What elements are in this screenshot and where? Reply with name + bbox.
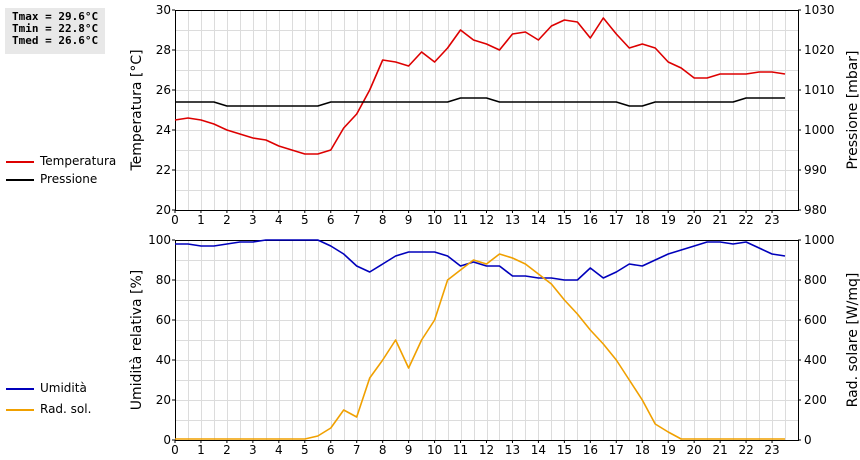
y-left-tick-label: 26 [156, 83, 171, 97]
y-right-tick-label: 600 [804, 313, 827, 327]
y-right-tick-label: 400 [804, 353, 827, 367]
y-left-tick-label: 60 [156, 313, 171, 327]
x-tick-label: 1 [197, 443, 205, 457]
x-tick-label: 23 [764, 213, 779, 227]
x-tick-label: 15 [557, 443, 572, 457]
y-left-tick-label: 40 [156, 353, 171, 367]
y-left-axis-title: Temperatura [°C] [129, 49, 145, 171]
x-tick-label: 21 [712, 443, 727, 457]
x-tick-label: 13 [505, 213, 520, 227]
series-line-pressione [175, 97, 785, 107]
y-right-tick-label: 1020 [804, 43, 835, 57]
x-tick-label: 15 [557, 213, 572, 227]
x-tick-label: 22 [738, 213, 753, 227]
y-right-tick-label: 1000 [804, 123, 835, 137]
x-tick-label: 21 [712, 213, 727, 227]
x-tick-label: 6 [327, 213, 335, 227]
x-tick-label: 17 [609, 213, 624, 227]
x-tick-label: 18 [635, 443, 650, 457]
legend-label-temperatura: Temperatura [40, 154, 117, 168]
y-right-tick-label: 1030 [804, 3, 835, 17]
x-tick-label: 16 [583, 443, 598, 457]
y-left-axis-title: Umidità relativa [%] [129, 270, 145, 411]
chart-panel-1: 0 1 2 3 4 5 6 7 8 9 10 11 12 13 14 15 16 17 18 19 20 21 22 2302… [129, 233, 860, 457]
x-tick-label: 11 [453, 443, 468, 457]
x-tick-label: 18 [635, 213, 650, 227]
x-tick-label: 10 [427, 443, 442, 457]
x-tick-label: 16 [583, 213, 598, 227]
x-tick-label: 8 [379, 213, 387, 227]
stats-tmax: Tmax = 29.6°C [12, 10, 99, 23]
x-tick-label: 3 [249, 443, 257, 457]
legend-swatch-rad-sol [6, 409, 34, 411]
y-right-tick-label: 800 [804, 273, 827, 287]
x-tick-label: 2 [223, 443, 231, 457]
y-left-tick-label: 24 [156, 123, 171, 137]
legend-swatch-umidita [6, 388, 34, 390]
legend-swatch-pressione [6, 179, 34, 181]
x-tick-label: 17 [609, 443, 624, 457]
x-tick-label: 14 [531, 443, 546, 457]
x-tick-label: 12 [479, 213, 494, 227]
x-tick-label: 0 [171, 213, 179, 227]
x-tick-label: 19 [661, 443, 676, 457]
x-tick-label: 22 [738, 443, 753, 457]
y-right-tick-label: 0 [804, 433, 812, 447]
x-tick-label: 19 [661, 213, 676, 227]
x-tick-label: 23 [764, 443, 779, 457]
series-line-umidit [175, 239, 786, 281]
x-tick-label: 4 [275, 443, 283, 457]
x-tick-label: 8 [379, 443, 387, 457]
legend-label-pressione: Pressione [40, 172, 98, 186]
legend-label-umidita: Umidità [40, 381, 87, 395]
series-line-rad-sol [175, 253, 785, 440]
x-tick-label: 9 [405, 443, 413, 457]
stats-tmin: Tmin = 22.8°C [12, 22, 99, 35]
y-right-tick-label: 980 [804, 203, 827, 217]
x-tick-label: 0 [171, 443, 179, 457]
y-right-tick-label: 990 [804, 163, 827, 177]
x-tick-label: 12 [479, 443, 494, 457]
legend-swatch-temperatura [6, 161, 34, 163]
x-tick-label: 20 [687, 443, 702, 457]
stats-tmed: Tmed = 26.6°C [12, 34, 99, 47]
y-left-tick-label: 100 [148, 233, 171, 247]
y-right-tick-label: 1000 [804, 233, 835, 247]
x-tick-label: 5 [301, 443, 309, 457]
y-left-tick-label: 80 [156, 273, 171, 287]
y-left-tick-label: 20 [156, 203, 171, 217]
x-tick-label: 2 [223, 213, 231, 227]
x-tick-label: 6 [327, 443, 335, 457]
x-tick-label: 9 [405, 213, 413, 227]
series-line-temperatura [174, 17, 786, 155]
y-right-axis-title: Pressione [mbar] [845, 50, 860, 169]
y-left-tick-label: 30 [156, 3, 171, 17]
y-left-tick-label: 20 [156, 393, 171, 407]
x-tick-label: 11 [453, 213, 468, 227]
x-tick-label: 5 [301, 213, 309, 227]
y-left-tick-label: 22 [156, 163, 171, 177]
y-right-axis-title: Rad. solare [W/mq] [845, 273, 860, 408]
x-tick-label: 4 [275, 213, 283, 227]
x-tick-label: 7 [353, 213, 361, 227]
stats-box: Tmax = 29.6°C Tmin = 22.8°C Tmed = 26.6°… [5, 8, 105, 54]
x-tick-label: 3 [249, 213, 257, 227]
legend-label-rad-sol: Rad. sol. [40, 402, 92, 416]
chart-panel-0: 0 1 2 3 4 5 6 7 8 9 10 11 12 13 14 15 16 17 18 19 20 21 22 2320… [129, 3, 860, 227]
x-tick-label: 14 [531, 213, 546, 227]
x-tick-label: 7 [353, 443, 361, 457]
y-left-tick-label: 0 [163, 433, 171, 447]
y-right-tick-label: 1010 [804, 83, 835, 97]
x-tick-label: 20 [687, 213, 702, 227]
x-tick-label: 13 [505, 443, 520, 457]
x-tick-label: 1 [197, 213, 205, 227]
y-right-tick-label: 200 [804, 393, 827, 407]
y-left-tick-label: 28 [156, 43, 171, 57]
x-tick-label: 10 [427, 213, 442, 227]
